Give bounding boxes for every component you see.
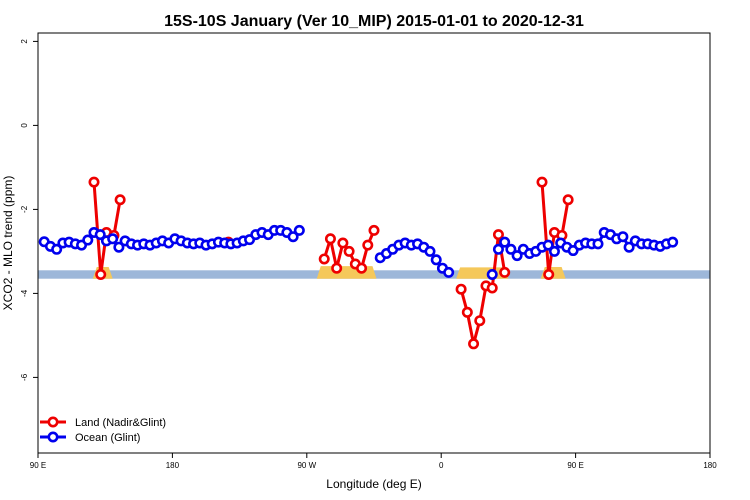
data-point bbox=[468, 338, 480, 350]
chart-title: 15S-10S January (Ver 10_MIP) 2015-01-01 … bbox=[164, 13, 584, 30]
data-point bbox=[114, 194, 126, 206]
legend-ocean-label: Ocean (Glint) bbox=[75, 432, 140, 444]
y-axis-label: XCO2 - MLO trend (ppm) bbox=[1, 176, 15, 311]
y-tick-label: 2 bbox=[20, 39, 29, 44]
x-tick-label: 0 bbox=[439, 461, 444, 470]
data-point bbox=[562, 194, 574, 206]
data-point bbox=[337, 237, 349, 249]
data-point bbox=[95, 268, 107, 280]
x-tick-label: 90 E bbox=[30, 461, 46, 470]
plot-frame bbox=[37, 32, 711, 454]
data-point bbox=[492, 243, 504, 255]
data-point bbox=[331, 262, 343, 274]
data-point bbox=[499, 266, 511, 278]
x-axis-label: Longitude (deg E) bbox=[326, 477, 421, 491]
data-point bbox=[667, 236, 679, 248]
data-point bbox=[293, 224, 305, 236]
plot-area bbox=[38, 176, 710, 350]
data-point bbox=[455, 283, 467, 295]
land-patch bbox=[316, 266, 377, 279]
data-point bbox=[548, 245, 560, 257]
x-tick-label: 180 bbox=[166, 461, 180, 470]
data-point bbox=[486, 282, 498, 294]
data-point bbox=[543, 268, 555, 280]
legend-ocean-marker bbox=[47, 431, 59, 443]
data-point bbox=[499, 236, 511, 248]
legend-land-label: Land (Nadir&Glint) bbox=[75, 417, 166, 429]
data-point bbox=[430, 254, 442, 266]
series-land bbox=[88, 176, 574, 350]
data-point bbox=[492, 229, 504, 241]
data-point bbox=[82, 234, 94, 246]
data-point bbox=[51, 243, 63, 255]
data-point bbox=[356, 262, 368, 274]
data-point bbox=[424, 245, 436, 257]
data-point bbox=[536, 176, 548, 188]
data-point bbox=[592, 238, 604, 250]
data-point bbox=[94, 229, 106, 241]
x-axis: 90 E 180 90 W 0 90 E 180 bbox=[30, 453, 717, 470]
data-point bbox=[287, 231, 299, 243]
data-point bbox=[623, 241, 635, 253]
data-point bbox=[318, 253, 330, 265]
x-tick-label: 90 W bbox=[297, 461, 316, 470]
series-ocean bbox=[38, 224, 679, 280]
y-axis: 2 0 -2 -4 -6 bbox=[20, 39, 38, 381]
data-point bbox=[107, 233, 119, 245]
x-tick-label: 180 bbox=[703, 461, 717, 470]
data-point bbox=[474, 315, 486, 327]
data-point bbox=[443, 266, 455, 278]
data-point bbox=[362, 239, 374, 251]
legend: Land (Nadir&Glint) Ocean (Glint) bbox=[40, 416, 166, 444]
y-tick-label: 0 bbox=[20, 123, 29, 128]
data-point bbox=[343, 245, 355, 257]
y-tick-label: -6 bbox=[20, 373, 29, 381]
data-point bbox=[368, 224, 380, 236]
data-point bbox=[511, 250, 523, 262]
y-tick-label: -2 bbox=[20, 205, 29, 213]
data-point bbox=[324, 233, 336, 245]
x-tick-label: 90 E bbox=[567, 461, 583, 470]
data-point bbox=[461, 306, 473, 318]
data-point bbox=[88, 176, 100, 188]
data-point bbox=[617, 231, 629, 243]
y-tick-label: -4 bbox=[20, 289, 29, 297]
data-point bbox=[542, 239, 554, 251]
data-point bbox=[113, 241, 125, 253]
legend-land-marker bbox=[47, 416, 59, 428]
data-point bbox=[486, 268, 498, 280]
data-point bbox=[505, 243, 517, 255]
